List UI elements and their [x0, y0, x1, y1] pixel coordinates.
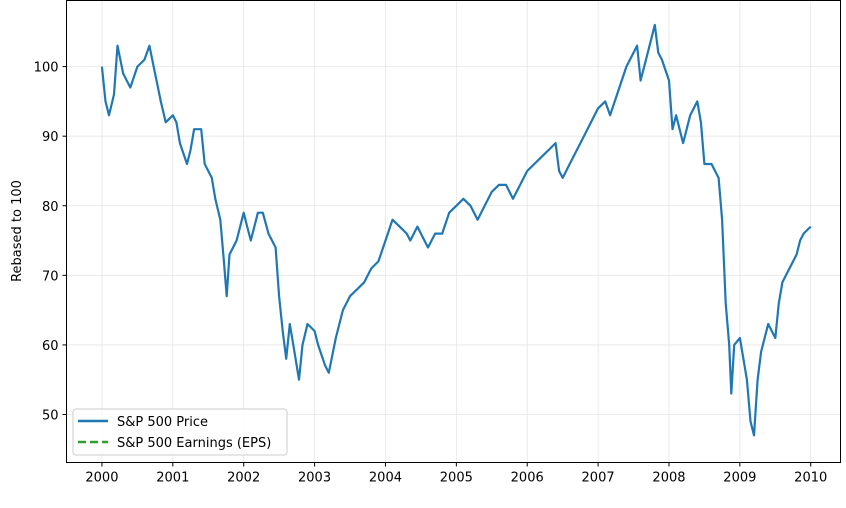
grid [66, 0, 841, 463]
y-tick-label: 50 [42, 408, 59, 423]
x-tick-label: 2001 [156, 471, 189, 486]
x-tick-label: 2007 [582, 471, 615, 486]
x-tick-label: 2003 [298, 471, 331, 486]
y-tick-label: 90 [42, 130, 59, 145]
x-tick-label: 2002 [227, 471, 260, 486]
y-axis-label: Rebased to 100 [10, 180, 25, 282]
x-tick-label: 2009 [723, 471, 756, 486]
y-tick-label: 70 [42, 269, 59, 284]
x-axis: 2000 2001 2002 2003 2004 2005 2006 2007 2008 2009… [85, 462, 827, 486]
y-axis: 50 60 70 80 90 100 [34, 61, 67, 423]
y-tick-label: 100 [34, 61, 59, 76]
series-line-0 [100, 23, 812, 437]
x-tick-label: 2004 [369, 471, 402, 486]
x-tick-label: 2008 [652, 471, 685, 486]
legend-label-eps: S&P 500 Earnings (EPS) [117, 436, 271, 451]
legend-box [72, 408, 288, 456]
x-tick-label: 2010 [794, 471, 827, 486]
legend: S&P 500 Price S&P 500 Earnings (EPS) [72, 408, 288, 456]
legend-label-price: S&P 500 Price [117, 415, 208, 430]
plot-frame [66, 0, 841, 463]
y-tick-label: 60 [42, 339, 59, 354]
x-tick-label: 2000 [85, 471, 118, 486]
x-tick-label: 2005 [440, 471, 473, 486]
y-tick-label: 80 [42, 200, 59, 215]
x-tick-label: 2006 [511, 471, 544, 486]
series-lines [100, 23, 812, 437]
